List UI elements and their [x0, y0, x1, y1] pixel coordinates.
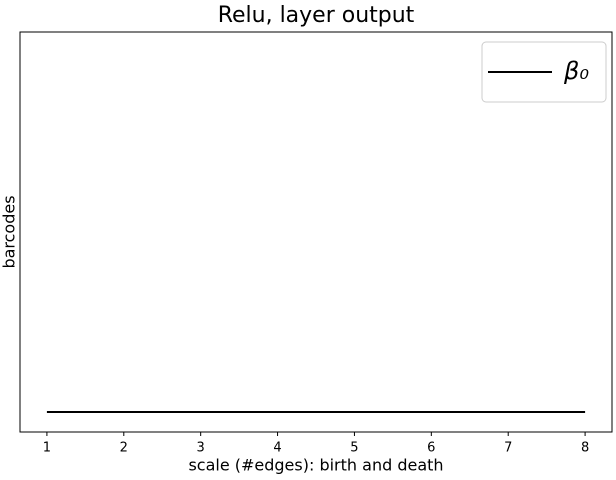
x-tick-label: 2: [120, 441, 128, 456]
legend-label: β₀: [563, 57, 589, 85]
x-tick-label: 1: [43, 441, 51, 456]
x-tick-label: 8: [581, 441, 589, 456]
legend: β₀: [481, 41, 607, 103]
x-tick-label: 6: [427, 441, 435, 456]
plot-frame: [19, 31, 613, 433]
x-tick-label: 7: [504, 441, 512, 456]
x-tick-label: 4: [273, 441, 281, 456]
x-tick-label: 5: [350, 441, 358, 456]
chart-title: Relu, layer output: [218, 3, 415, 28]
y-axis-label: barcodes: [0, 195, 19, 268]
x-axis-label: scale (#edges): birth and death: [188, 456, 443, 475]
x-tick-label: 3: [197, 441, 205, 456]
